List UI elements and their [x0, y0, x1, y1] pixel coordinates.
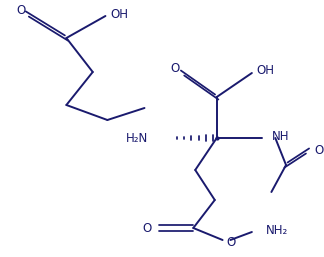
Text: OH: OH	[110, 7, 128, 21]
Text: NH₂: NH₂	[266, 224, 288, 236]
Text: H₂N: H₂N	[126, 132, 148, 144]
Text: O: O	[170, 62, 179, 76]
Text: O: O	[314, 143, 324, 157]
Text: OH: OH	[257, 63, 274, 77]
Text: O: O	[16, 5, 25, 17]
Text: NH: NH	[272, 130, 289, 142]
Text: O: O	[226, 235, 236, 249]
Text: O: O	[142, 222, 151, 234]
